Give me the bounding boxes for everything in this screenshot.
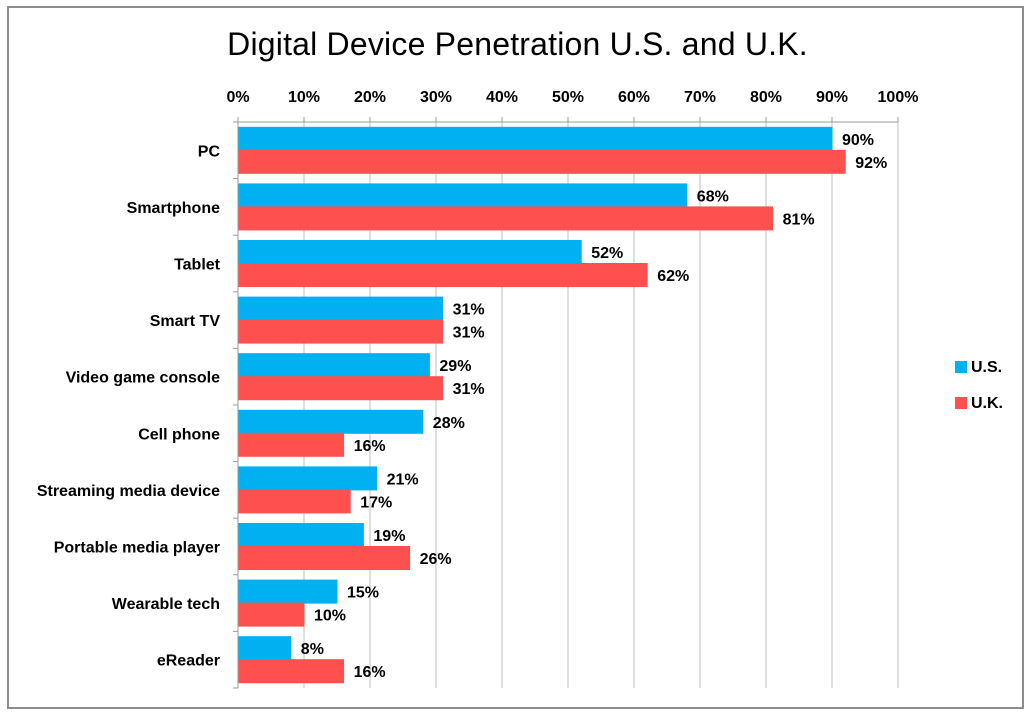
x-tick-label: 40% [486,89,518,106]
legend-swatch [955,361,967,373]
x-tick-label: 30% [420,89,452,106]
chart-title: Digital Device Penetration U.S. and U.K. [227,26,808,62]
x-tick-label: 100% [878,89,919,106]
x-tick-label: 10% [288,89,320,106]
data-label: 15% [347,585,379,602]
bar-uk [238,206,774,231]
x-tick-label: 70% [684,89,716,106]
data-label: 68% [697,188,729,205]
data-label: 62% [657,268,689,285]
category-label: Wearable tech [112,596,220,613]
bar-uk [238,376,444,401]
category-label: Streaming media device [37,483,220,500]
x-tick-label: 0% [226,89,249,106]
data-label: 31% [453,302,485,319]
data-label: 16% [354,438,386,455]
data-label: 90% [842,132,874,149]
bar-uk [238,319,444,344]
bar-us [238,240,582,264]
x-tick-label: 80% [750,89,782,106]
data-label: 17% [360,494,392,511]
data-label: 52% [591,245,623,262]
data-label: 8% [301,641,324,658]
bar-uk [238,149,846,174]
category-label: Smart TV [150,313,221,330]
bar-us [238,523,364,547]
data-label: 21% [387,471,419,488]
category-label: Smartphone [127,200,220,217]
chart-frame [7,6,1024,709]
category-label: Video game console [66,370,221,387]
bar-us [238,636,292,661]
bar-us [238,409,424,434]
data-label: 92% [855,155,887,172]
x-tick-label: 90% [816,89,848,106]
data-label: 26% [420,551,452,568]
bar-us [238,466,378,491]
legend-label: U.K. [971,395,1003,412]
data-label: 19% [373,528,405,545]
x-tick-label: 50% [552,89,584,106]
legend-swatch [955,397,967,409]
bar-uk [238,659,345,684]
bar-us [238,126,833,151]
data-label: 81% [783,211,815,228]
bar-us [238,183,688,208]
data-label: 29% [439,358,471,375]
category-label: PC [198,143,221,160]
bar-uk [238,263,648,287]
data-label: 10% [314,608,346,625]
category-label: eReader [157,653,220,670]
category-label: Portable media player [54,540,220,557]
category-label: Tablet [174,257,221,274]
data-label: 31% [453,381,485,398]
bar-uk [238,602,305,627]
bar-uk [238,432,345,457]
bar-us [238,353,430,378]
x-tick-label: 60% [618,89,650,106]
category-label: Cell phone [138,426,220,443]
bar-us [238,296,444,321]
bar-uk [238,546,411,570]
data-label: 31% [453,325,485,342]
x-tick-label: 20% [354,89,386,106]
data-label: 28% [433,415,465,432]
data-label: 16% [354,664,386,681]
legend-label: U.S. [971,359,1002,376]
bar-uk [238,489,351,514]
bar-us [238,579,338,604]
